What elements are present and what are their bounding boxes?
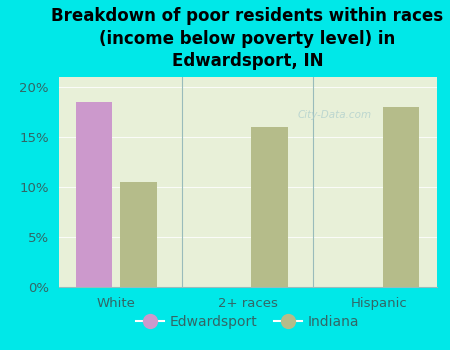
Bar	[76, 102, 112, 287]
Bar	[120, 182, 157, 287]
Bar	[382, 107, 419, 287]
Legend: Edwardsport, Indiana: Edwardsport, Indiana	[130, 309, 364, 335]
Text: City-Data.com: City-Data.com	[297, 110, 372, 120]
Title: Breakdown of poor residents within races
(income below poverty level) in
Edwards: Breakdown of poor residents within races…	[51, 7, 444, 70]
Bar	[251, 127, 288, 287]
